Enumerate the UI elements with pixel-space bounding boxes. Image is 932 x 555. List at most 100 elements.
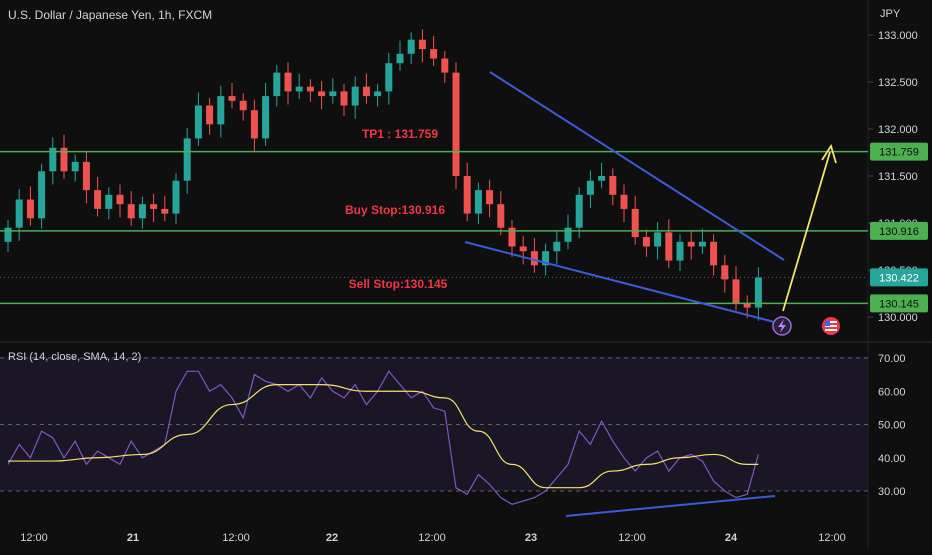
time-axis-label: 21 bbox=[127, 532, 139, 544]
time-axis-label: 12:00 bbox=[222, 532, 250, 544]
price-badge-label: 131.759 bbox=[879, 147, 919, 159]
rsi-tick-label: 30.00 bbox=[878, 486, 906, 498]
rsi-ma-line[interactable] bbox=[8, 384, 759, 489]
candle-body bbox=[687, 241, 695, 247]
time-axis-label: 12:00 bbox=[818, 532, 846, 544]
candle-body bbox=[116, 194, 124, 205]
candle-body bbox=[60, 147, 68, 172]
price-badge-label: 130.145 bbox=[879, 298, 919, 310]
target-arrow-head bbox=[821, 143, 837, 164]
time-axis-label: 23 bbox=[525, 532, 537, 544]
wedge-lower-trendline[interactable] bbox=[464, 241, 787, 326]
price-badge-label: 130.916 bbox=[879, 226, 919, 238]
candle-body bbox=[665, 232, 673, 261]
candle-body bbox=[385, 63, 393, 92]
price-badge-buy-stop bbox=[870, 221, 928, 240]
candle-body bbox=[654, 232, 662, 247]
level-annotation-tp1[interactable]: TP1 : 131.759 bbox=[362, 127, 438, 141]
us-flag-icon-field bbox=[825, 321, 837, 331]
candle-body bbox=[396, 53, 404, 64]
candle-body bbox=[329, 91, 337, 97]
candle-body bbox=[38, 171, 46, 219]
candle-body bbox=[183, 138, 191, 181]
currency-label[interactable]: JPY bbox=[880, 8, 901, 20]
candle-body bbox=[732, 279, 740, 303]
price-tick-label: 130.000 bbox=[878, 312, 918, 324]
candle-body bbox=[15, 199, 23, 228]
wedge-upper-trendline[interactable] bbox=[489, 71, 785, 261]
candle-body bbox=[418, 39, 426, 50]
candle-body bbox=[743, 302, 751, 308]
candle-body bbox=[206, 105, 214, 125]
price-badge-sell-stop bbox=[870, 294, 928, 313]
candle-body bbox=[441, 58, 449, 73]
candle-body bbox=[575, 194, 583, 228]
candle-body bbox=[49, 147, 57, 172]
candle-body bbox=[642, 237, 650, 247]
candle-body bbox=[631, 208, 639, 238]
candle-body bbox=[217, 96, 225, 125]
time-axis-label: 24 bbox=[725, 532, 738, 544]
price-tick-label: 133.000 bbox=[878, 30, 918, 42]
candle-body bbox=[26, 199, 34, 219]
rsi-line[interactable] bbox=[7, 370, 759, 505]
candle-body bbox=[127, 204, 135, 219]
candle-body bbox=[553, 241, 561, 252]
candle-body bbox=[138, 204, 146, 219]
candle-body bbox=[710, 241, 718, 266]
candle-body bbox=[318, 91, 326, 97]
candle-body bbox=[250, 110, 258, 139]
candle-body bbox=[4, 227, 12, 242]
candle-body bbox=[620, 194, 628, 209]
candle-body bbox=[172, 180, 180, 214]
target-arrow-line[interactable] bbox=[782, 151, 831, 312]
symbol-title[interactable]: U.S. Dollar / Japanese Yen, 1h, FXCM bbox=[8, 8, 213, 22]
candle-body bbox=[586, 180, 594, 195]
candle-body bbox=[463, 176, 471, 214]
rsi-title[interactable]: RSI (14, close, SMA, 14, 2) bbox=[8, 351, 142, 363]
rsi-tick-label: 60.00 bbox=[878, 386, 906, 398]
candle-body bbox=[519, 246, 527, 252]
price-badge-tp1 bbox=[870, 142, 928, 161]
rsi-tick-label: 70.00 bbox=[878, 353, 906, 365]
candle-body bbox=[105, 194, 113, 209]
lightning-icon-glyph bbox=[778, 319, 786, 333]
level-annotation-buy-stop[interactable]: Buy Stop:130.916 bbox=[345, 203, 445, 217]
candle-body bbox=[262, 96, 270, 139]
candle-body bbox=[374, 91, 382, 97]
current-price-badge bbox=[870, 268, 928, 287]
us-flag-icon[interactable] bbox=[822, 317, 840, 335]
rsi-tick-label: 40.00 bbox=[878, 453, 906, 465]
price-tick-label: 131.500 bbox=[878, 171, 918, 183]
candle-body bbox=[497, 204, 505, 228]
candle-body bbox=[564, 227, 572, 242]
candle-body bbox=[306, 86, 314, 92]
candle-body bbox=[273, 72, 281, 97]
candle-body bbox=[161, 208, 169, 214]
price-tick-label: 132.500 bbox=[878, 77, 918, 89]
candle-body bbox=[94, 190, 102, 209]
candle-body bbox=[194, 105, 202, 139]
us-flag-icon-canton bbox=[825, 321, 830, 326]
candle-body bbox=[530, 251, 538, 266]
candle-body bbox=[508, 227, 516, 247]
current-price-label: 130.422 bbox=[879, 272, 919, 284]
time-axis-label: 12:00 bbox=[418, 532, 446, 544]
candle-body bbox=[698, 241, 706, 247]
level-annotation-sell-stop[interactable]: Sell Stop:130.145 bbox=[349, 277, 448, 291]
candle-body bbox=[351, 86, 359, 106]
candle-body bbox=[362, 86, 370, 97]
lightning-icon[interactable] bbox=[772, 316, 792, 336]
rsi-divergence-trendline[interactable] bbox=[565, 495, 776, 517]
price-tick-label: 132.000 bbox=[878, 124, 918, 136]
candle-body bbox=[228, 96, 236, 101]
candle-body bbox=[71, 161, 79, 172]
candle-body bbox=[430, 49, 438, 59]
us-flag-icon-stripe bbox=[825, 323, 837, 325]
candle-body bbox=[340, 91, 348, 106]
time-axis-label: 12:00 bbox=[20, 532, 48, 544]
rsi-tick-label: 50.00 bbox=[878, 420, 906, 432]
candle-body bbox=[542, 251, 550, 266]
